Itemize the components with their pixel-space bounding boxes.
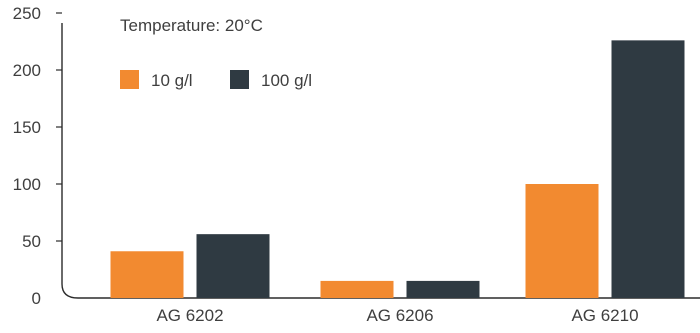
bar <box>525 184 599 298</box>
x-tick-labels: AG 6202 AG 6206 AG 6210 <box>156 306 638 325</box>
y-tick-label: 150 <box>13 118 41 137</box>
legend-label: 100 g/l <box>261 71 312 90</box>
bar <box>196 234 270 298</box>
y-tick-label: 200 <box>13 61 41 80</box>
legend-swatch <box>120 70 139 89</box>
bar <box>110 251 184 298</box>
y-tick-label: 250 <box>13 4 41 23</box>
legend-label: 10 g/l <box>151 71 193 90</box>
x-tick-label: AG 6202 <box>156 306 223 325</box>
y-tick-label: 50 <box>22 232 41 251</box>
axes <box>56 12 700 299</box>
y-tick-label: 100 <box>13 175 41 194</box>
y-tick-labels: 0 50 100 150 200 250 <box>13 4 41 308</box>
legend-swatch <box>230 70 249 89</box>
x-tick-label: AG 6210 <box>571 306 638 325</box>
bar <box>406 280 480 298</box>
bars <box>110 40 685 299</box>
x-tick-label: AG 6206 <box>366 306 433 325</box>
axis-lines <box>61 23 700 299</box>
bar <box>320 280 394 298</box>
temperature-annotation: Temperature: 20°C <box>120 16 263 35</box>
legend: 10 g/l 100 g/l <box>120 70 312 90</box>
y-tick-label: 0 <box>32 289 41 308</box>
bar <box>611 40 685 299</box>
